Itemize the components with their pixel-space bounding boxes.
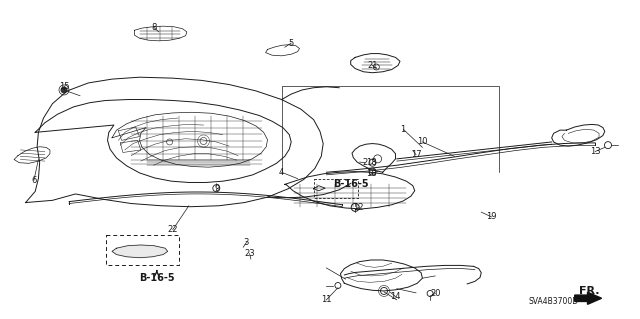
Circle shape <box>61 86 67 93</box>
Text: 9: 9 <box>215 184 220 193</box>
Text: 14: 14 <box>390 292 401 301</box>
Text: 22: 22 <box>168 225 178 234</box>
Text: 13: 13 <box>590 147 600 156</box>
Text: 11: 11 <box>321 295 332 304</box>
Text: B-16-5: B-16-5 <box>333 179 369 189</box>
Text: 18: 18 <box>366 158 376 167</box>
Text: 10: 10 <box>417 137 428 146</box>
FancyArrow shape <box>575 292 602 304</box>
Text: 6: 6 <box>31 176 36 185</box>
Text: 18: 18 <box>366 169 376 178</box>
Text: B-16-5: B-16-5 <box>139 273 175 283</box>
Text: 12: 12 <box>353 203 364 212</box>
Text: 2: 2 <box>362 158 367 167</box>
Text: 4: 4 <box>279 168 284 177</box>
Text: 15: 15 <box>59 82 69 91</box>
Text: 8: 8 <box>151 23 156 32</box>
Text: 20: 20 <box>430 289 440 298</box>
Text: FR.: FR. <box>579 286 599 296</box>
Text: 3: 3 <box>244 238 249 247</box>
Text: 21: 21 <box>367 61 378 70</box>
Text: 23: 23 <box>244 249 255 258</box>
Text: SVA4B3700D: SVA4B3700D <box>529 297 579 306</box>
Text: 1: 1 <box>401 125 406 134</box>
Polygon shape <box>112 245 168 258</box>
Text: 19: 19 <box>486 212 497 221</box>
Text: 17: 17 <box>411 150 421 159</box>
Text: 5: 5 <box>289 39 294 48</box>
